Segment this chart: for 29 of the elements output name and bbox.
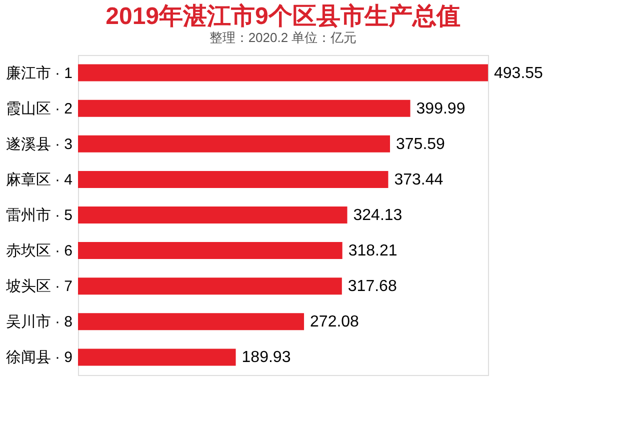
y-tick-label: 坡头区 · 7: [4, 278, 72, 296]
bar: [78, 64, 488, 82]
data-label: 375.59: [396, 136, 446, 153]
bar: [78, 348, 236, 366]
data-label: 318.21: [348, 242, 398, 260]
bar: [78, 242, 342, 260]
bar: [78, 135, 390, 152]
data-label: 317.68: [348, 278, 397, 296]
y-tick-label: 吴川市 · 8: [6, 314, 72, 331]
data-label: 324.13: [353, 207, 402, 224]
y-tick-label: 赤坎区 · 6: [6, 242, 72, 260]
data-label: 189.93: [242, 349, 291, 366]
y-tick-label: 霞山区 · 2: [6, 100, 72, 118]
bar: [78, 170, 388, 188]
y-tick-label: 遂溪县 · 3: [6, 136, 72, 153]
y-tick-label: 廉江市 · 1: [6, 64, 72, 82]
data-label: 399.99: [416, 100, 466, 118]
data-label: 373.44: [394, 171, 444, 188]
y-tick-label: 徐闻县 · 9: [6, 349, 72, 366]
y-tick-label: 麻章区 · 4: [6, 171, 72, 188]
bar: [78, 278, 342, 295]
bar: [78, 313, 304, 330]
data-label: 272.08: [310, 314, 360, 331]
y-tick-label: 雷州市 · 5: [6, 207, 72, 224]
bar: [78, 206, 348, 224]
chart-title: 2019年湛江市9个区县市生产总值: [106, 3, 460, 30]
chart-subtitle: 整理：2020.2 单位：亿元: [209, 30, 357, 45]
data-label: 493.55: [494, 64, 544, 82]
bar: [78, 100, 410, 117]
